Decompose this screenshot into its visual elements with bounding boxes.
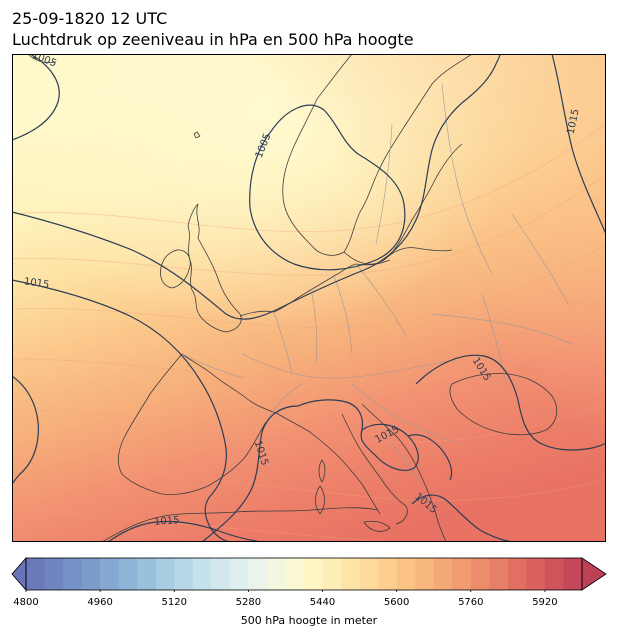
coast-faroe: [193, 131, 201, 139]
colorbar-segment: [192, 558, 212, 590]
colorbar-frame: [25, 557, 583, 591]
map-title-date: 25-09-1820 12 UTC: [12, 9, 168, 28]
isobar-1015-east: [551, 54, 606, 235]
colorbar-segment: [544, 558, 564, 590]
colorbar-segment: [285, 558, 305, 590]
colorbar-segment: [229, 558, 249, 590]
colorbar-tick-label: 5760: [458, 597, 484, 608]
colorbar-segment: [248, 558, 268, 590]
isobar-1015-balkan-loop: [407, 434, 453, 481]
isobar-1015-greece: [411, 494, 513, 542]
isobar-1015-corsica: [201, 405, 299, 542]
isobar-1015-algeria: [107, 520, 263, 542]
colorbar-segment: [26, 558, 45, 590]
isobar-label-9: 1015: [154, 515, 180, 528]
colorbar-segment: [452, 558, 472, 590]
colorbar-extend-low: [11, 556, 27, 592]
colorbar-segment: [526, 558, 546, 590]
coast-baltic: [343, 143, 463, 265]
colorbar-segment: [304, 558, 323, 590]
map-frame: [12, 54, 606, 542]
colorbar-tick-label: 5600: [383, 597, 410, 608]
coast-iberia: [118, 353, 267, 495]
colorbar-segment: [81, 558, 101, 590]
colorbar-segment: [100, 558, 120, 590]
colorbar-segment: [137, 558, 157, 590]
isobar-1015-central: [297, 399, 364, 431]
isobar-label-3: 1015: [566, 108, 582, 135]
colorbar-segment: [118, 558, 138, 590]
coast-black-sea: [449, 373, 558, 436]
colorbar-segment: [174, 558, 194, 590]
pressure-isobars: [12, 54, 606, 542]
colorbar-tick-label: 5120: [161, 597, 187, 608]
colorbar-segment: [396, 558, 416, 590]
colorbar-segment: [378, 558, 398, 590]
colorbar-tick-label: 5280: [235, 597, 262, 608]
colorbar-tick-label: 5440: [309, 597, 336, 608]
colorbar-segment: [211, 558, 231, 590]
weather-map: 1005 1005 1015 1015 1015 1015 1015 1015 …: [12, 54, 606, 542]
height-field-east: [12, 54, 606, 542]
isobar-label-4: 1015: [23, 276, 50, 290]
colorbar-segment: [489, 558, 509, 590]
colorbar-tick-label: 5920: [532, 597, 558, 608]
isobar-1015-west-left: [12, 375, 39, 485]
colorbar-segment: [155, 558, 175, 590]
isobar-1015-atlantic: [12, 279, 233, 542]
colorbar-segment: [507, 558, 527, 590]
colorbar: [11, 556, 607, 592]
colorbar-segment: [63, 558, 82, 590]
coast-corsica-sardinia: [315, 459, 326, 515]
isobar-1005-northwest: [12, 54, 60, 141]
isobar-1005-scandinavia: [249, 104, 406, 271]
colorbar-extend-high: [581, 557, 607, 591]
coast-finland-gulf: [383, 247, 453, 261]
coast-great-britain: [187, 203, 242, 333]
coastlines: [27, 54, 558, 542]
coast-balkans-greece: [361, 403, 447, 542]
map-title-description: Luchtdruk op zeeniveau in hPa en 500 hPa…: [12, 30, 414, 49]
coast-greenland-iceland-edge: [27, 54, 57, 63]
colorbar-segment: [415, 558, 435, 590]
colorbar-tick-label: 4800: [13, 597, 39, 608]
isobar-1015-main: [12, 54, 501, 320]
colorbar-segment: [266, 558, 286, 590]
colorbar-segment: [322, 558, 342, 590]
colorbar-label: 500 hPa hoogte in meter: [240, 614, 378, 627]
colorbar-segment: [341, 558, 360, 590]
colorbar-tick-label: 4960: [87, 597, 113, 608]
isobar-1015-ukraine: [415, 354, 606, 451]
colorbar-segment: [433, 558, 453, 590]
coast-sicily: [363, 520, 391, 532]
colorbar-segment: [563, 558, 583, 590]
country-borders: [181, 83, 573, 487]
colorbar-segment: [359, 558, 379, 590]
coast-italy: [341, 413, 408, 525]
coast-ireland: [160, 249, 191, 289]
colorbar-segment: [44, 558, 64, 590]
isobar-1015-adriatic: [360, 423, 419, 471]
colorbar-segment: [470, 558, 490, 590]
